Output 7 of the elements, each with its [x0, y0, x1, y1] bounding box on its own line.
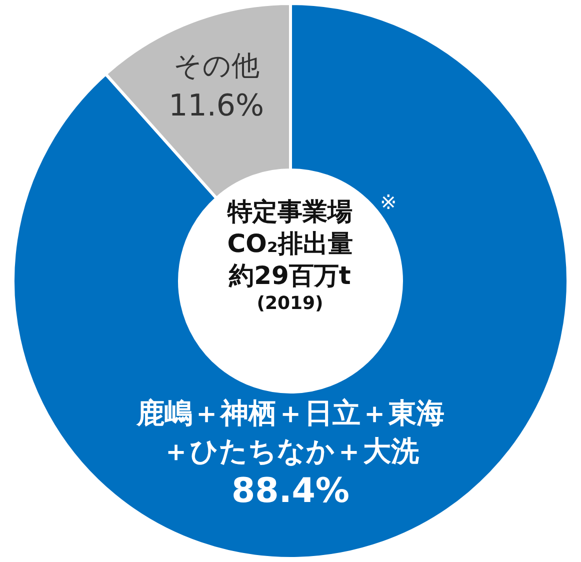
data-label: 11.6% [168, 88, 264, 124]
data-label: 88.4% [232, 470, 350, 511]
text: (2019) [256, 292, 324, 316]
text: 特定事業場CO₂排出量約29百万t [226, 196, 354, 292]
slice-label: その他 [173, 48, 260, 82]
slice-label: 鹿嶋＋神栖＋日立＋東海＋ひたちなか＋大洗 [136, 396, 444, 468]
text: ※ [380, 190, 397, 214]
